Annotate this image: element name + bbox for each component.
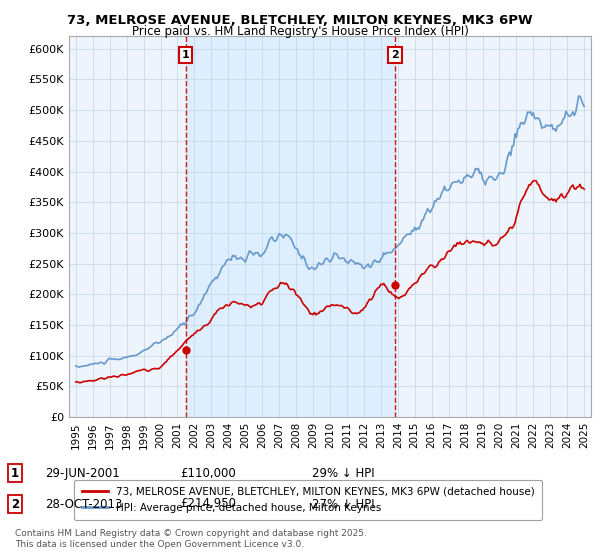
Text: 2: 2 bbox=[11, 497, 19, 511]
Text: £110,000: £110,000 bbox=[180, 466, 236, 480]
Text: 2: 2 bbox=[391, 50, 399, 60]
Text: 1: 1 bbox=[182, 50, 190, 60]
Text: 27% ↓ HPI: 27% ↓ HPI bbox=[312, 497, 374, 511]
Bar bbox=[186, 36, 395, 417]
Legend: 73, MELROSE AVENUE, BLETCHLEY, MILTON KEYNES, MK3 6PW (detached house), HPI: Ave: 73, MELROSE AVENUE, BLETCHLEY, MILTON KE… bbox=[74, 479, 542, 520]
Text: 73, MELROSE AVENUE, BLETCHLEY, MILTON KEYNES, MK3 6PW: 73, MELROSE AVENUE, BLETCHLEY, MILTON KE… bbox=[67, 14, 533, 27]
Text: £214,950: £214,950 bbox=[180, 497, 236, 511]
Text: 1: 1 bbox=[11, 466, 19, 480]
Text: Price paid vs. HM Land Registry's House Price Index (HPI): Price paid vs. HM Land Registry's House … bbox=[131, 25, 469, 38]
Text: 29% ↓ HPI: 29% ↓ HPI bbox=[312, 466, 374, 480]
Text: 28-OCT-2013: 28-OCT-2013 bbox=[45, 497, 122, 511]
Text: Contains HM Land Registry data © Crown copyright and database right 2025.
This d: Contains HM Land Registry data © Crown c… bbox=[15, 529, 367, 549]
Text: 29-JUN-2001: 29-JUN-2001 bbox=[45, 466, 120, 480]
